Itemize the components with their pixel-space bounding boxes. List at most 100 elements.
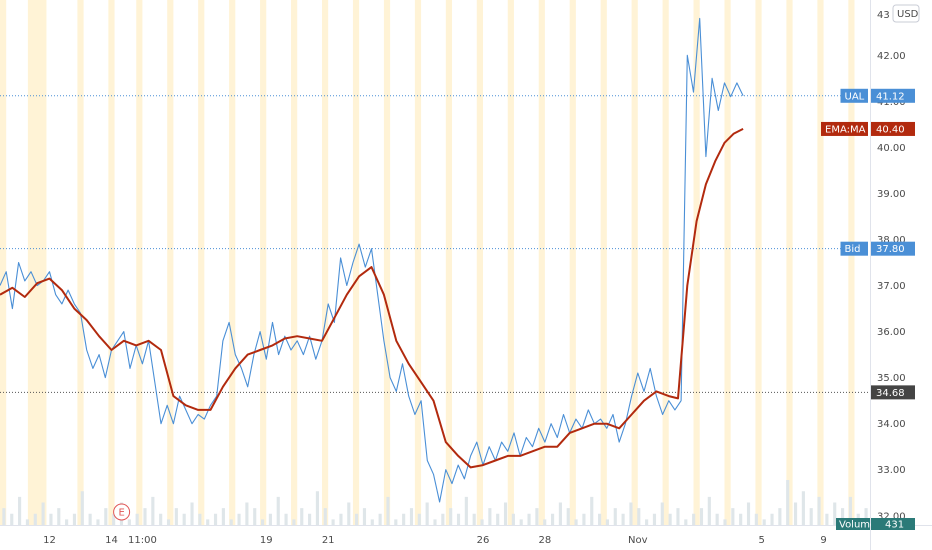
session-band [321, 0, 329, 525]
volume-bar [660, 502, 664, 525]
volume-bar [558, 502, 562, 525]
volume-bar [253, 508, 257, 525]
volume-bar [754, 513, 758, 525]
volume-bar [276, 496, 280, 525]
volume-bar [503, 502, 508, 525]
volume-bar [268, 513, 272, 525]
session-band [755, 0, 762, 525]
volume-bar [190, 502, 194, 525]
session-band [848, 0, 855, 525]
volume-bar [613, 508, 617, 525]
series-tag-bid [840, 241, 868, 256]
volume-bar [605, 519, 609, 525]
session-band [108, 0, 115, 525]
volume-bar [331, 519, 335, 525]
volume-bar [206, 519, 210, 525]
session-band [229, 0, 236, 525]
earnings-marker[interactable] [113, 503, 131, 521]
volume-bar [793, 502, 798, 525]
price-tick-label: 33.00 [877, 465, 906, 476]
volume-bar [198, 513, 202, 525]
volume-bar [166, 519, 171, 525]
session-band [27, 0, 47, 525]
session-band [445, 0, 453, 525]
volume-tag [836, 518, 870, 530]
volume-bar [2, 508, 6, 525]
volume-bar [652, 513, 657, 525]
volume-bar [707, 496, 711, 525]
volume-bar [598, 513, 602, 525]
volume-bar [637, 508, 641, 525]
series-line-ual [0, 17, 744, 503]
volume-bar [692, 513, 696, 525]
price-tick-label: 34.00 [877, 419, 906, 430]
volume-bar [441, 513, 445, 525]
volume-bar [261, 519, 265, 525]
volume-bar [519, 519, 523, 525]
session-band [260, 0, 267, 525]
volume-bar [221, 508, 225, 525]
volume-bar [551, 513, 555, 525]
price-badge-value: 40.40 [876, 124, 905, 135]
volume-bar [96, 519, 100, 525]
volume-bar [308, 513, 312, 525]
time-tick-label: Nov [628, 535, 648, 546]
volume-bar [786, 480, 790, 525]
session-band [600, 0, 607, 525]
volume-bar [378, 513, 382, 525]
session-band [77, 0, 84, 525]
time-tick-label: 11:00 [128, 535, 157, 546]
volume-bar [112, 513, 116, 525]
volume-bar [25, 519, 29, 525]
price-badge [871, 121, 915, 136]
volume-bar [417, 513, 421, 525]
currency-button-label: USD [897, 9, 919, 20]
price-tick-label: 39.00 [877, 189, 906, 200]
volume-bar [566, 508, 570, 525]
price-tick-label: 43 [877, 10, 890, 21]
price-badge-value: 37.80 [876, 244, 905, 255]
session-band [167, 0, 174, 525]
volume-bar [159, 513, 163, 525]
volume-bar [699, 508, 704, 525]
volume-bar [41, 502, 45, 525]
time-tick-label: 14 [105, 535, 118, 546]
price-badge-value: 41.12 [876, 91, 905, 102]
series-line-emama [0, 128, 744, 469]
time-tick-label: 19 [260, 535, 273, 546]
volume-bar [645, 519, 649, 525]
volume-bar [72, 513, 77, 525]
volume-bar [433, 519, 437, 525]
volume-bar [409, 508, 414, 525]
volume-bar [574, 519, 578, 525]
time-tick-label: 12 [43, 535, 56, 546]
volume-bar [488, 508, 492, 525]
session-band [693, 0, 700, 525]
volume-bar [57, 508, 61, 525]
session-band [786, 0, 793, 525]
currency-button[interactable] [892, 4, 920, 23]
volume-bar [394, 519, 398, 525]
session-band [136, 0, 143, 525]
volume-bar [88, 513, 92, 525]
volume-bar [496, 513, 500, 525]
volume-bar [825, 513, 829, 525]
volume-bar [762, 519, 766, 525]
series-tag-ual [840, 88, 868, 103]
price-tick-label: 42.00 [877, 51, 906, 62]
volume-bar [347, 502, 351, 525]
volume-bar [480, 519, 484, 525]
time-tick-label: 28 [539, 535, 552, 546]
volume-bar [746, 502, 751, 525]
volume-bar [151, 496, 155, 525]
volume-bar [229, 519, 233, 525]
session-band [352, 0, 360, 525]
volume-bar [668, 513, 672, 525]
volume-bar [778, 508, 782, 525]
volume-bar [449, 508, 453, 525]
volume-bar [386, 496, 390, 525]
volume-bar [676, 508, 680, 525]
volume-bar [80, 491, 84, 525]
price-tick-label: 36.00 [877, 327, 906, 338]
